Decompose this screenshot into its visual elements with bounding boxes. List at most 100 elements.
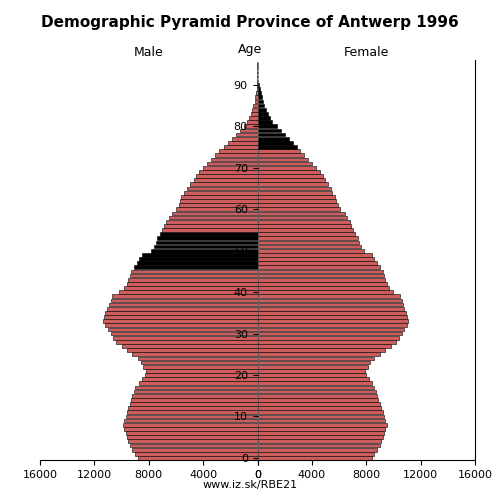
Bar: [258, 128, 280, 132]
Bar: [258, 232, 356, 236]
Bar: [123, 423, 258, 426]
Bar: [102, 320, 258, 323]
Bar: [257, 83, 258, 86]
Bar: [142, 378, 258, 381]
Bar: [258, 328, 404, 332]
Bar: [258, 456, 372, 460]
Title: Female: Female: [344, 46, 389, 59]
Bar: [258, 174, 323, 178]
Bar: [256, 96, 258, 99]
Bar: [112, 294, 258, 298]
Bar: [138, 356, 258, 360]
Bar: [258, 348, 386, 352]
Bar: [164, 224, 258, 228]
Bar: [258, 340, 396, 344]
Bar: [138, 456, 258, 460]
Bar: [258, 100, 263, 103]
Title: Male: Male: [134, 46, 164, 59]
Bar: [127, 348, 258, 352]
Bar: [258, 236, 358, 240]
Bar: [258, 228, 352, 232]
Bar: [132, 448, 258, 452]
Bar: [258, 112, 268, 116]
Bar: [136, 261, 258, 265]
Bar: [258, 324, 407, 327]
Bar: [258, 178, 326, 182]
Bar: [258, 378, 369, 381]
Bar: [258, 191, 332, 194]
Bar: [184, 191, 258, 194]
Bar: [212, 158, 258, 162]
Bar: [135, 452, 258, 456]
Bar: [128, 406, 258, 410]
Bar: [258, 298, 402, 302]
Bar: [258, 116, 270, 120]
Bar: [194, 178, 258, 182]
Bar: [258, 427, 386, 431]
Bar: [127, 282, 258, 286]
Bar: [258, 145, 297, 149]
Bar: [228, 141, 258, 145]
Bar: [127, 436, 258, 439]
Bar: [258, 83, 259, 86]
Bar: [258, 402, 380, 406]
Bar: [258, 294, 400, 298]
Bar: [105, 324, 258, 327]
Bar: [187, 186, 258, 190]
Bar: [144, 365, 258, 368]
Bar: [258, 386, 374, 390]
Bar: [258, 369, 365, 372]
Bar: [258, 448, 377, 452]
Bar: [258, 436, 382, 439]
Bar: [172, 212, 258, 215]
Bar: [176, 208, 258, 211]
Bar: [182, 195, 258, 198]
Bar: [258, 356, 374, 360]
Bar: [258, 352, 380, 356]
Bar: [258, 166, 316, 170]
Bar: [258, 132, 284, 136]
Bar: [258, 266, 380, 269]
Bar: [258, 195, 335, 198]
Bar: [258, 394, 377, 398]
Bar: [199, 170, 258, 174]
Bar: [130, 402, 258, 406]
Bar: [162, 228, 258, 232]
Bar: [258, 307, 404, 310]
Bar: [258, 410, 382, 414]
Bar: [134, 266, 258, 269]
Bar: [258, 270, 382, 274]
Bar: [254, 100, 258, 103]
Bar: [220, 150, 258, 153]
Bar: [258, 344, 390, 348]
Bar: [178, 203, 258, 207]
Bar: [131, 398, 258, 402]
Bar: [196, 174, 258, 178]
Bar: [216, 154, 258, 157]
Bar: [114, 336, 258, 340]
Bar: [130, 444, 258, 448]
Bar: [258, 360, 370, 364]
Bar: [134, 390, 258, 394]
Bar: [258, 315, 407, 319]
Bar: [258, 253, 372, 256]
Bar: [106, 307, 258, 310]
Bar: [258, 286, 390, 290]
Bar: [142, 253, 258, 256]
Bar: [258, 182, 328, 186]
Bar: [258, 365, 368, 368]
Bar: [252, 108, 258, 112]
Bar: [258, 170, 320, 174]
Bar: [258, 261, 377, 265]
Text: Age: Age: [238, 44, 262, 57]
Bar: [119, 290, 258, 294]
Bar: [258, 137, 289, 140]
Bar: [258, 274, 384, 278]
Bar: [140, 360, 258, 364]
Bar: [124, 427, 258, 431]
Bar: [166, 220, 258, 224]
Bar: [258, 290, 394, 294]
Bar: [258, 158, 308, 162]
Bar: [258, 444, 380, 448]
Bar: [128, 278, 258, 281]
